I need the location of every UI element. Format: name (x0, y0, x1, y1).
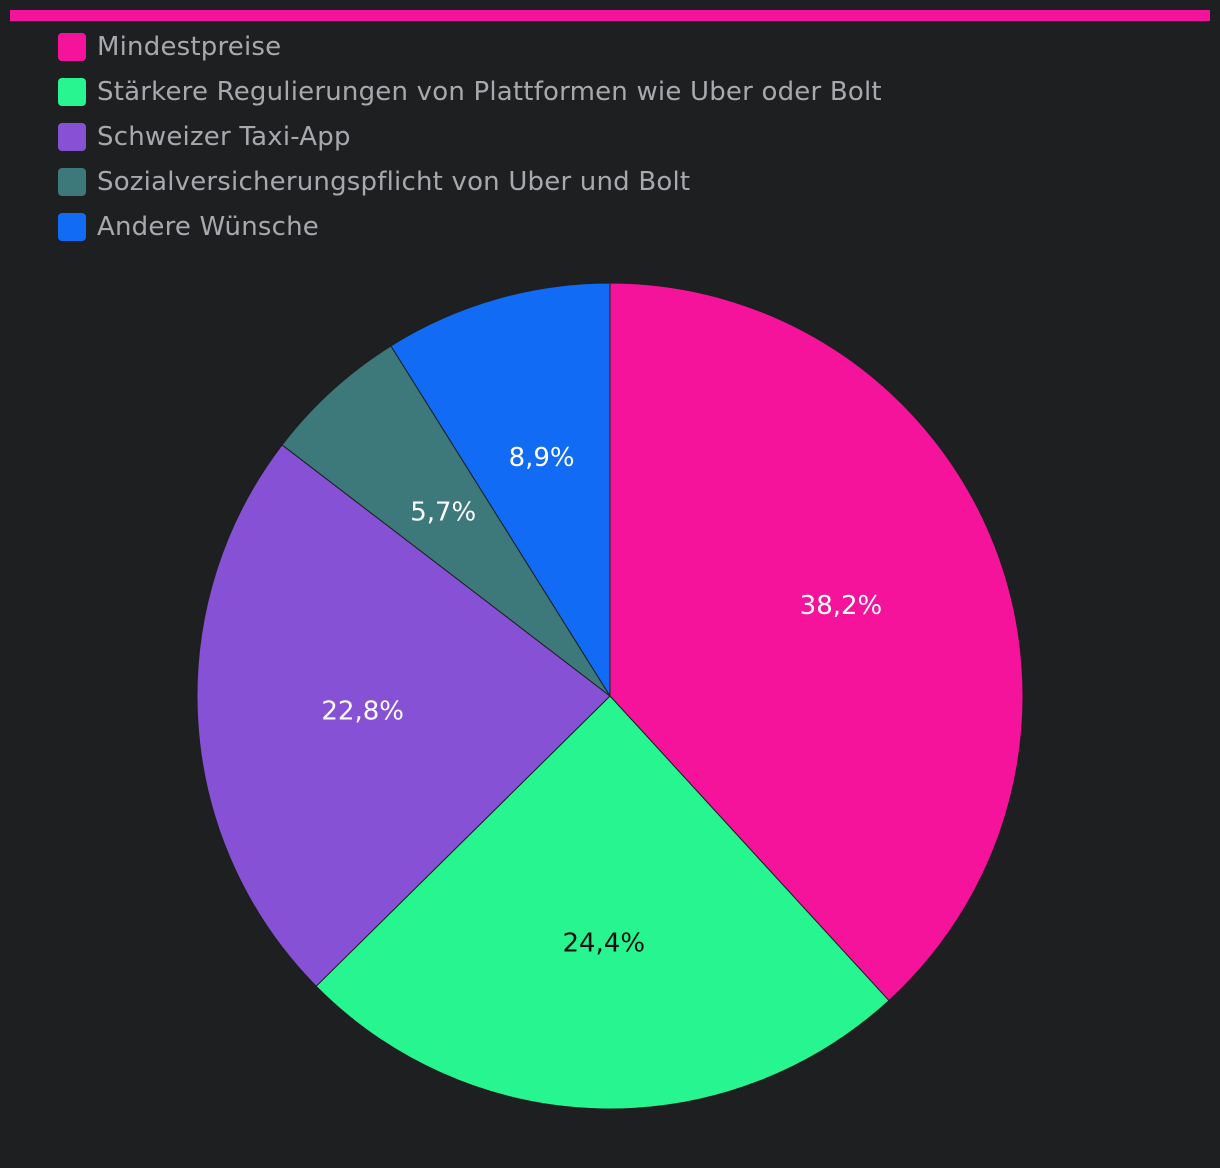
legend-label: Stärkere Regulierungen von Plattformen w… (97, 76, 882, 107)
pie-slice-andere[interactable] (390, 282, 611, 698)
legend-swatch (58, 77, 86, 106)
pie-slice-mindestpreise[interactable] (609, 282, 1024, 1002)
legend-item-taxi-app[interactable]: Schweizer Taxi-App (58, 114, 882, 159)
pie-slice-sozialversicherung[interactable] (281, 345, 611, 697)
legend-label: Schweizer Taxi-App (97, 121, 351, 152)
pie-slice-taxi-app[interactable] (196, 444, 611, 987)
slice-value-label: 38,2% (800, 591, 883, 621)
chart-legend: Mindestpreise Stärkere Regulierungen von… (58, 24, 882, 249)
slice-value-label: 22,8% (321, 697, 404, 727)
slice-value-label: 8,9% (509, 443, 575, 473)
legend-label: Mindestpreise (97, 31, 282, 62)
legend-label: Andere Wünsche (97, 211, 319, 242)
slice-value-label: 5,7% (410, 498, 476, 528)
legend-swatch (58, 122, 86, 151)
legend-item-andere[interactable]: Andere Wünsche (58, 204, 882, 249)
legend-item-regulierungen[interactable]: Stärkere Regulierungen von Plattformen w… (58, 69, 882, 114)
legend-label: Sozialversicherungspflicht von Uber und … (97, 166, 691, 197)
legend-swatch (58, 167, 86, 196)
legend-swatch (58, 212, 86, 241)
legend-item-sozialversicherung[interactable]: Sozialversicherungspflicht von Uber und … (58, 159, 882, 204)
legend-swatch (58, 32, 86, 61)
pie-slice-regulierungen[interactable] (315, 695, 890, 1110)
accent-top-bar (10, 10, 1210, 21)
slice-value-label: 24,4% (562, 929, 645, 959)
legend-item-mindestpreise[interactable]: Mindestpreise (58, 24, 882, 69)
